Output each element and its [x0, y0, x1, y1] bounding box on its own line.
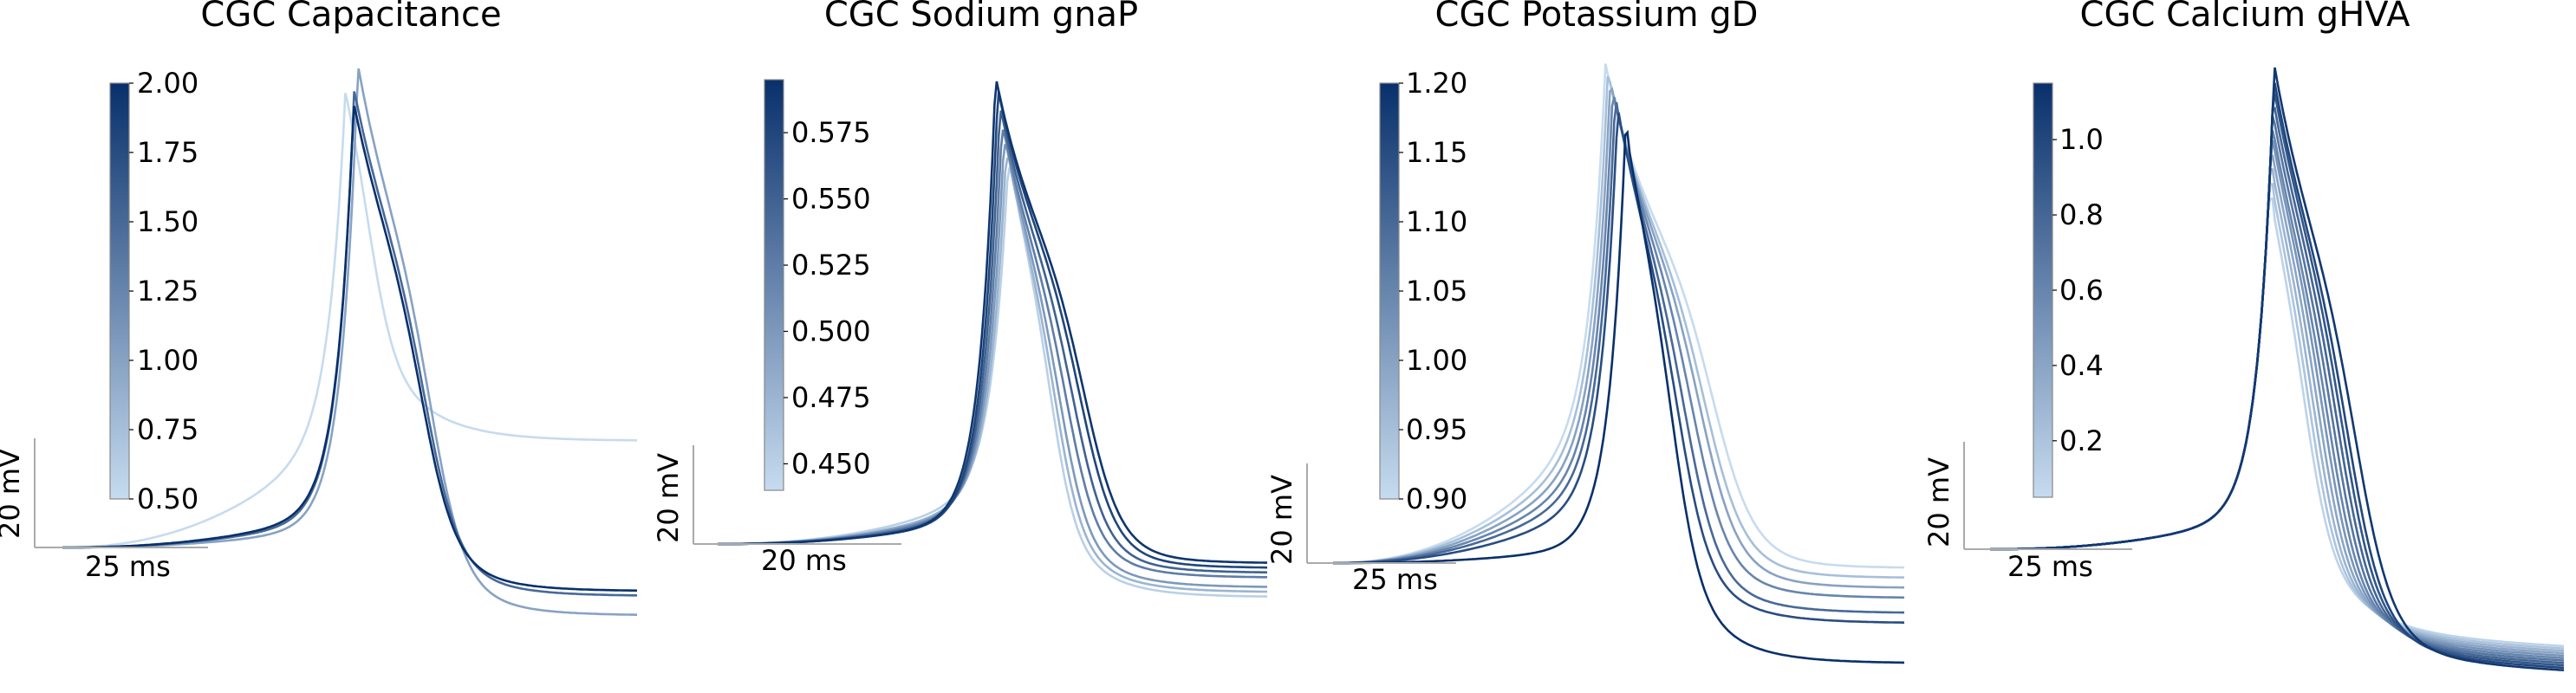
colorbar-tick-label: 0.8 — [2059, 198, 2104, 231]
colorbar-tick-label: 2.00 — [137, 67, 198, 100]
scale-bar: 25 ms 20 mV — [0, 438, 208, 583]
colorbar-tick-label: 0.450 — [791, 447, 871, 480]
colorbar-tick-label: 0.6 — [2059, 274, 2104, 307]
colorbar-tick-label: 0.500 — [791, 315, 871, 348]
colorbar-tick-label: 0.2 — [2059, 424, 2104, 457]
trace-line — [718, 81, 1267, 564]
voltage-traces — [718, 81, 1268, 598]
colorbar — [764, 79, 784, 491]
trace-line — [1333, 112, 1904, 624]
colorbar-tick-label: 0.50 — [137, 483, 198, 515]
panel-1: CGC Capacitance 0.50 0.75 1.00 1.25 1.50 1.75 2… — [0, 0, 638, 616]
scale-bar-time-label: 25 ms — [2007, 550, 2093, 583]
colorbar-tick-label: 0.550 — [791, 183, 871, 216]
panel-title: CGC Sodium gnaP — [824, 0, 1138, 35]
panel-3: CGC Potassium gD 0.90 0.95 1.00 1.05 1.10 1.15… — [1265, 0, 1905, 664]
colorbar-tick-label: 0.90 — [1406, 483, 1467, 515]
scale-bar-voltage-label: 20 mV — [652, 453, 685, 543]
colorbar-tick-label: 0.75 — [137, 413, 198, 446]
trace-line — [62, 93, 637, 549]
scale-bar: 25 ms 20 mV — [1922, 442, 2132, 583]
scale-bar-voltage-label: 20 mV — [1922, 457, 1955, 547]
panel-title: CGC Potassium gD — [1435, 0, 1759, 35]
panel-2: CGC Sodium gnaP 0.450 0.475 0.500 0.525 0.550… — [652, 0, 1268, 598]
panel-title: CGC Calcium gHVA — [2080, 0, 2411, 35]
colorbar-tick-label: 1.05 — [1406, 275, 1467, 308]
colorbar-tick-label: 0.575 — [791, 116, 871, 149]
trace-line — [1333, 129, 1904, 664]
panel-4: CGC Calcium gHVA 0.2 0.4 0.6 0.8 1.0 25 ms 20 m… — [1922, 0, 2565, 671]
voltage-traces — [1990, 67, 2565, 671]
scale-bar-voltage-label: 20 mV — [0, 449, 26, 539]
panel-title: CGC Capacitance — [200, 0, 501, 35]
colorbar-tick-label: 1.15 — [1406, 136, 1467, 169]
scale-bar-time-label: 20 ms — [761, 544, 847, 577]
voltage-traces — [1333, 63, 1905, 664]
trace-line — [62, 106, 638, 593]
colorbar-tick-label: 0.475 — [791, 381, 871, 414]
colorbar-tick-label: 1.75 — [137, 136, 198, 169]
scale-bar-time-label: 25 ms — [1352, 563, 1438, 596]
voltage-traces — [62, 68, 638, 616]
scale-bar: 25 ms 20 mV — [1265, 463, 1456, 596]
colorbar-tick-label: 0.95 — [1406, 413, 1467, 446]
colorbar-tick-label: 1.10 — [1406, 205, 1467, 238]
colorbar-tick-label: 1.0 — [2059, 123, 2104, 156]
colorbar-tick-label: 1.50 — [137, 205, 198, 238]
trace-line — [1990, 67, 2565, 671]
colorbar-tick-label: 1.00 — [1406, 344, 1467, 377]
colorbar-tick-label: 0.4 — [2059, 349, 2104, 382]
colorbar-tick-label: 1.20 — [1406, 67, 1467, 100]
scale-bar: 20 ms 20 mV — [652, 445, 901, 577]
colorbar — [1379, 82, 1400, 500]
colorbar — [2033, 82, 2053, 498]
colorbar — [109, 82, 130, 500]
scale-bar-voltage-label: 20 mV — [1265, 475, 1298, 565]
scale-bar-time-label: 25 ms — [85, 550, 171, 583]
colorbar-tick-label: 1.00 — [137, 344, 198, 377]
colorbar-tick-label: 1.25 — [137, 275, 198, 308]
colorbar-tick-label: 0.525 — [791, 249, 871, 282]
